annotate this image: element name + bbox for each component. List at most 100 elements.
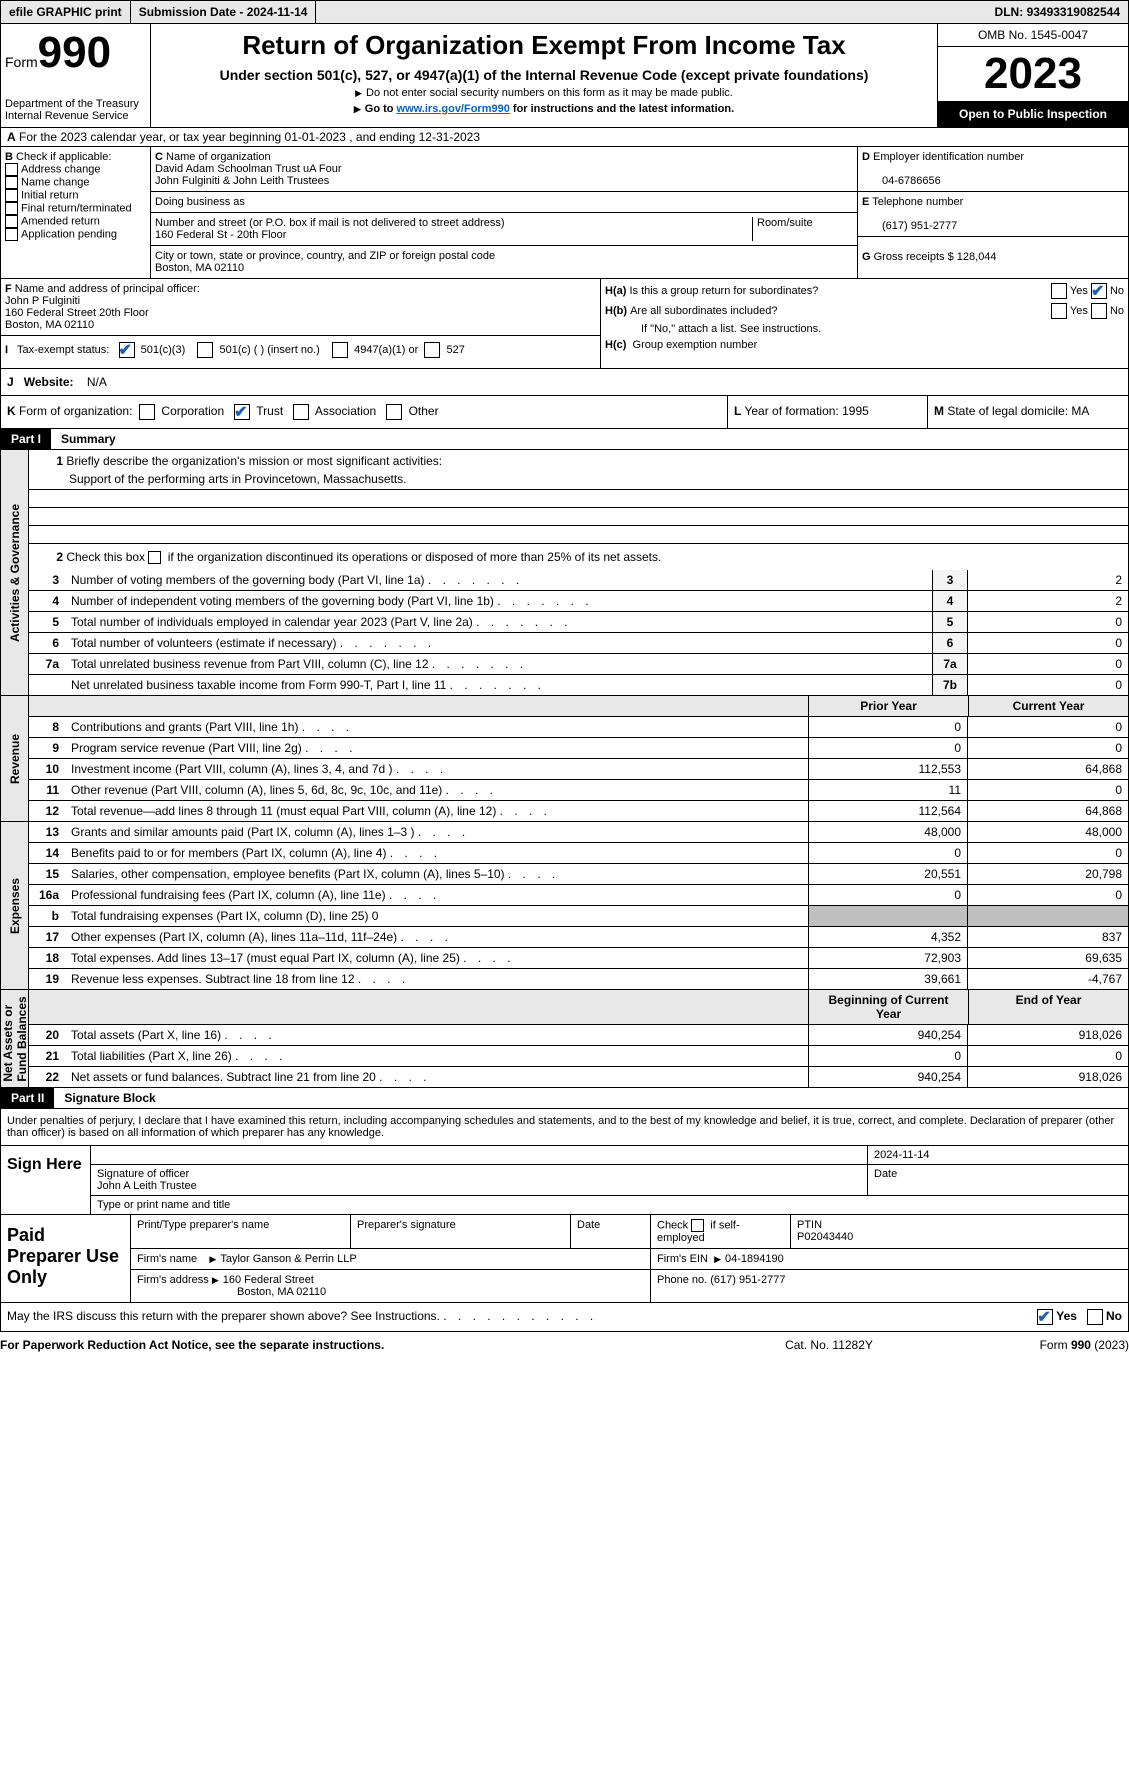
checkbox-self-employed[interactable] <box>691 1219 704 1232</box>
sign-date: 2024-11-14 <box>868 1146 1128 1164</box>
sign-here-block: Sign Here 2024-11-14 Signature of office… <box>0 1145 1129 1215</box>
part-2-bar: Part II Signature Block <box>0 1088 1129 1109</box>
discuss-no: No <box>1106 1310 1122 1324</box>
line-desc: Net assets or fund balances. Subtract li… <box>65 1067 808 1087</box>
omb-number: OMB No. 1545-0047 <box>938 24 1128 47</box>
summary-row: 3 Number of voting members of the govern… <box>29 570 1128 591</box>
footer-left: For Paperwork Reduction Act Notice, see … <box>0 1338 729 1352</box>
checkbox-name-change[interactable] <box>5 176 18 189</box>
revenue-header: Prior Year Current Year <box>29 696 1128 717</box>
line-desc: Total expenses. Add lines 13–17 (must eq… <box>65 948 808 968</box>
letter-a: A <box>7 130 16 144</box>
ha-no: No <box>1110 285 1124 297</box>
prep-date-label: Date <box>571 1215 651 1248</box>
header-center: Return of Organization Exempt From Incom… <box>151 24 938 127</box>
line-num: 13 <box>29 822 65 842</box>
footer-right: Form 990 (2023) <box>929 1338 1129 1352</box>
checkbox-hb-no[interactable] <box>1091 303 1107 319</box>
opt-address-change: Address change <box>21 163 101 175</box>
mission-blank-3 <box>29 526 1128 544</box>
line-num: 20 <box>29 1025 65 1045</box>
line-desc: Revenue less expenses. Subtract line 18 … <box>65 969 808 989</box>
dln-label: DLN: <box>995 5 1024 19</box>
checkbox-4947[interactable] <box>332 342 348 358</box>
klm-row: K Form of organization: Corporation Trus… <box>0 396 1129 429</box>
checkbox-amended[interactable] <box>5 215 18 228</box>
hb-note: If "No," attach a list. See instructions… <box>605 323 1124 335</box>
form-header: Form990 Department of the Treasury Inter… <box>0 24 1129 128</box>
line-num: 18 <box>29 948 65 968</box>
checkbox-initial-return[interactable] <box>5 189 18 202</box>
checkbox-other[interactable] <box>386 404 402 420</box>
j-row: J Website: N/A <box>0 369 1129 396</box>
summary-row: 10 Investment income (Part VIII, column … <box>29 759 1128 780</box>
vlabel-expenses: Expenses <box>1 822 29 989</box>
line-desc: Net unrelated business taxable income fr… <box>65 675 932 695</box>
summary-row: 11 Other revenue (Part VIII, column (A),… <box>29 780 1128 801</box>
checkbox-application-pending[interactable] <box>5 228 18 241</box>
firm-addr1: 160 Federal Street <box>212 1274 314 1286</box>
line-desc: Total number of volunteers (estimate if … <box>65 633 932 653</box>
checkbox-address-change[interactable] <box>5 163 18 176</box>
line-num: 12 <box>29 801 65 821</box>
opt-501c: 501(c) ( ) (insert no.) <box>220 344 320 356</box>
subtitle-2: Do not enter social security numbers on … <box>157 87 931 99</box>
revenue-section: Revenue Prior Year Current Year 8 Contri… <box>0 696 1129 822</box>
checkbox-ha-yes[interactable] <box>1051 283 1067 299</box>
line-desc: Salaries, other compensation, employee b… <box>65 864 808 884</box>
firm-addr2: Boston, MA 02110 <box>137 1286 326 1298</box>
officer-signature: John A Leith Trustee <box>97 1180 197 1192</box>
checkbox-trust[interactable] <box>234 404 250 420</box>
top-bar: efile GRAPHIC print Submission Date - 20… <box>0 0 1129 24</box>
checkbox-discuss-yes[interactable] <box>1037 1309 1053 1325</box>
prior-value: 940,254 <box>808 1067 968 1087</box>
line-num: 10 <box>29 759 65 779</box>
current-value: 918,026 <box>968 1067 1128 1087</box>
ein-label: Employer identification number <box>873 151 1024 163</box>
end-year-hdr: End of Year <box>968 990 1128 1024</box>
current-value: -4,767 <box>968 969 1128 989</box>
line-num: 5 <box>29 612 65 632</box>
line-desc: Total assets (Part X, line 16) . . . . <box>65 1025 808 1045</box>
checkbox-501c3[interactable] <box>119 342 135 358</box>
line-desc: Other expenses (Part IX, column (A), lin… <box>65 927 808 947</box>
prep-phone-label: Phone no. <box>657 1274 707 1286</box>
col-num: 6 <box>932 633 968 653</box>
line-value: 0 <box>968 654 1128 674</box>
sign-date-label: Date <box>868 1165 1128 1195</box>
checkbox-discuss-no[interactable] <box>1087 1309 1103 1325</box>
checkbox-assoc[interactable] <box>293 404 309 420</box>
letter-c: C <box>155 151 163 163</box>
prior-value: 112,564 <box>808 801 968 821</box>
checkbox-final-return[interactable] <box>5 202 18 215</box>
checkbox-corp[interactable] <box>139 404 155 420</box>
summary-row: 15 Salaries, other compensation, employe… <box>29 864 1128 885</box>
summary-row: 17 Other expenses (Part IX, column (A), … <box>29 927 1128 948</box>
dln-value: 93493319082544 <box>1027 5 1120 19</box>
opt-4947: 4947(a)(1) or <box>354 344 418 356</box>
summary-row: 16a Professional fundraising fees (Part … <box>29 885 1128 906</box>
org-name-1: David Adam Schoolman Trust uA Four <box>155 163 341 175</box>
box-d: D Employer identification number 04-6786… <box>858 147 1128 278</box>
col-num: 4 <box>932 591 968 611</box>
letter-b: B <box>5 151 13 163</box>
current-value: 0 <box>968 885 1128 905</box>
prep-phone: (617) 951-2777 <box>710 1274 785 1286</box>
prior-value: 11 <box>808 780 968 800</box>
checkbox-discontinued[interactable] <box>148 551 161 564</box>
efile-button[interactable]: efile GRAPHIC print <box>1 1 131 23</box>
checkbox-hb-yes[interactable] <box>1051 303 1067 319</box>
checkbox-501c[interactable] <box>197 342 213 358</box>
preparer-block: Paid Preparer Use Only Print/Type prepar… <box>0 1215 1129 1303</box>
line-desc: Other revenue (Part VIII, column (A), li… <box>65 780 808 800</box>
opt-501c3: 501(c)(3) <box>141 344 186 356</box>
irs-link[interactable]: www.irs.gov/Form990 <box>397 103 510 115</box>
prior-value: 940,254 <box>808 1025 968 1045</box>
checkbox-ha-no[interactable] <box>1091 283 1107 299</box>
opt-amended: Amended return <box>21 215 100 227</box>
header-right: OMB No. 1545-0047 2023 Open to Public In… <box>938 24 1128 127</box>
dln: DLN: 93493319082544 <box>987 1 1128 23</box>
vlabel-revenue: Revenue <box>1 696 29 821</box>
checkbox-527[interactable] <box>424 342 440 358</box>
letter-l: L <box>734 404 741 418</box>
